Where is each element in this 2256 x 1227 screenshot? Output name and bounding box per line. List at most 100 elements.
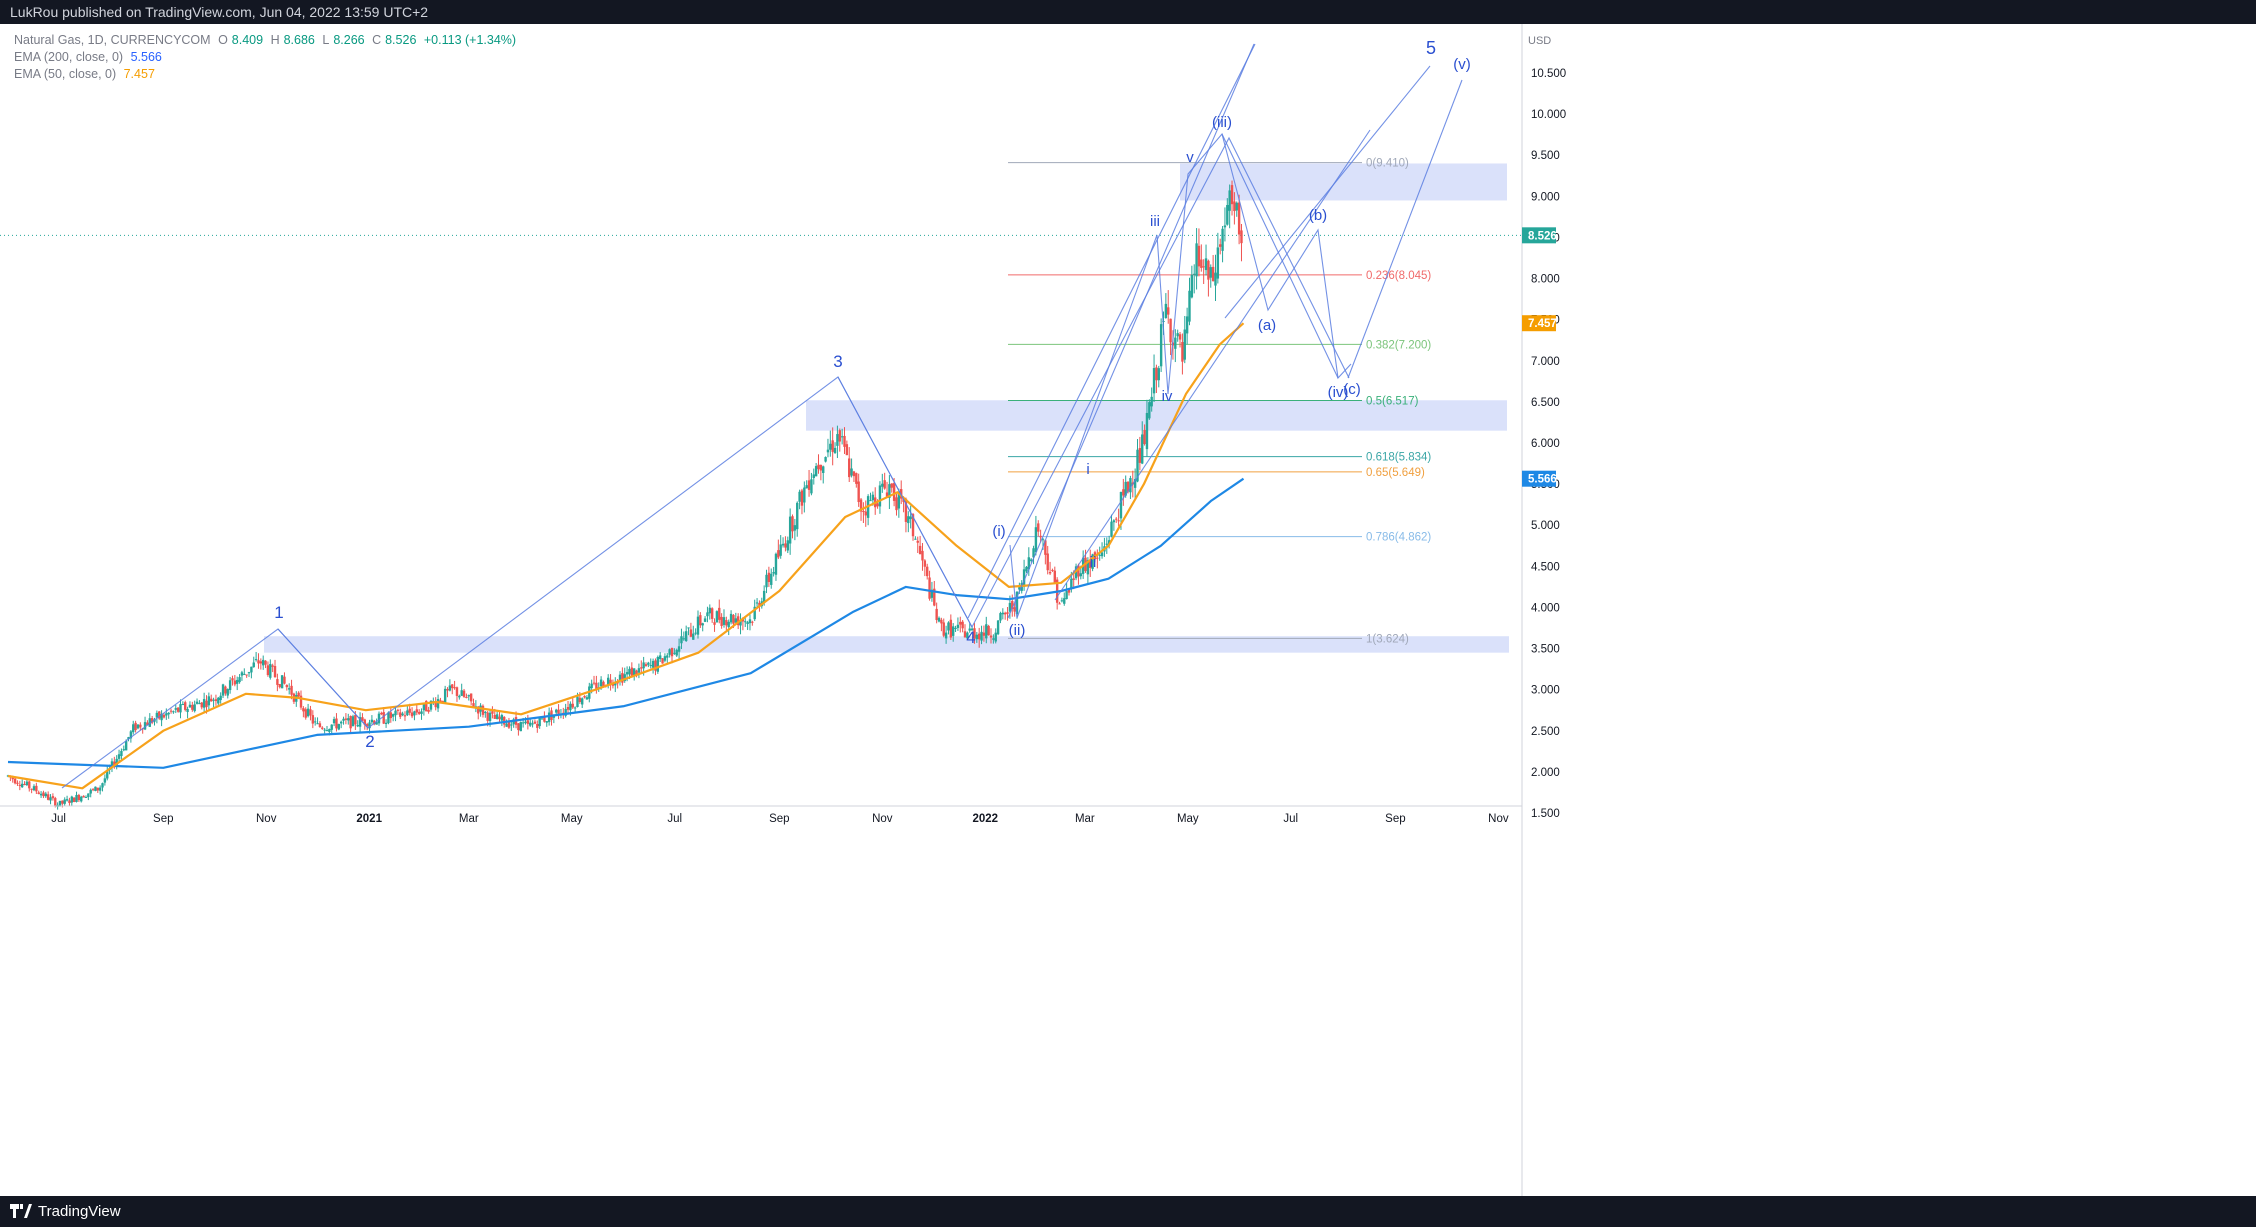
candle-body: [1157, 368, 1160, 381]
candle-body: [162, 714, 166, 718]
fib-label-4: 0.618(5.834): [1366, 452, 1431, 464]
candle-body: [897, 492, 901, 509]
candle-body: [174, 708, 177, 710]
candle-body: [694, 632, 697, 634]
candle-body: [1086, 560, 1090, 575]
candle-body: [505, 723, 508, 727]
candle-body: [427, 709, 430, 712]
candle-body: [68, 800, 71, 804]
candle-body: [614, 682, 617, 686]
candle-body: [753, 606, 756, 620]
candle-body: [850, 468, 853, 476]
candle-body: [864, 511, 867, 516]
candle-body: [727, 621, 730, 627]
candle-body: [944, 632, 948, 639]
candle-body: [191, 704, 194, 710]
candle-body: [351, 716, 355, 727]
candle-body: [956, 624, 960, 628]
price-chart[interactable]: 0(9.410) 0.236(8.045) 0.382(7.200) 0.5(6.51…: [0, 24, 2256, 1196]
candle-body: [895, 497, 898, 511]
candle-body: [212, 699, 215, 701]
candle-body: [20, 783, 24, 788]
candle-body: [330, 724, 333, 730]
legend-low-label: L: [322, 33, 330, 47]
candle-body: [602, 681, 605, 688]
candle-body: [557, 709, 560, 715]
ema50-tag: 7.457: [1528, 318, 1557, 330]
candle-body: [642, 662, 645, 669]
candle-body: [807, 480, 811, 490]
fib-label-1: 0.236(8.045): [1366, 270, 1431, 282]
time-tick-label: May: [561, 813, 583, 825]
legend-ema50-value: 7.457: [123, 67, 155, 81]
candle-body: [460, 690, 463, 696]
wave-line-9: [277, 628, 369, 729]
fibonacci-retracement: 0(9.410) 0.236(8.045) 0.382(7.200) 0.5(6.51…: [1008, 158, 1431, 645]
candle-body: [881, 483, 884, 487]
candle-body: [581, 698, 584, 705]
candle-body: [545, 721, 548, 723]
candle-body: [443, 688, 447, 703]
candle-body: [640, 667, 643, 669]
candle-body: [649, 665, 652, 667]
candle-body: [1058, 603, 1061, 605]
price-axis-currency: USD: [1528, 35, 1551, 47]
candle-body: [1204, 258, 1208, 271]
candle-body: [96, 787, 99, 791]
candle-body: [1141, 434, 1144, 464]
candle-body: [205, 700, 208, 708]
candle-body: [531, 723, 534, 725]
candle-body: [606, 677, 610, 685]
candle-body: [484, 711, 487, 714]
candle-body: [176, 707, 180, 712]
candle-body: [928, 577, 931, 599]
candle-body: [810, 479, 813, 494]
candle-body: [1136, 449, 1139, 482]
candle-body: [687, 627, 690, 629]
candle-body: [826, 449, 830, 453]
candle-body: [1190, 274, 1194, 298]
candle-body: [822, 466, 825, 474]
candle-body: [165, 713, 168, 716]
candle-body: [46, 794, 50, 800]
candle-body: [517, 723, 520, 731]
candle-body: [774, 553, 778, 575]
candle-body: [306, 708, 310, 717]
candle-body: [269, 664, 272, 678]
candle-body: [521, 722, 525, 724]
time-tick-label: Nov: [256, 813, 277, 825]
candle-body: [1169, 318, 1172, 343]
candle-body: [744, 621, 747, 623]
time-axis: Jul Sep Nov 2021 Mar May Jul Sep Nov 2022 Mar May Ju…: [0, 805, 1522, 825]
candle-body: [347, 718, 350, 721]
candle-body: [677, 646, 681, 652]
wave-label-11: ii: [1090, 554, 1097, 571]
candle-body: [304, 709, 307, 718]
candle-body: [32, 786, 36, 791]
candle-body: [1077, 565, 1080, 577]
candle-body: [342, 718, 345, 721]
candle-body: [1046, 553, 1049, 571]
wave-label-8: (iv): [1328, 384, 1349, 401]
candle-body: [399, 712, 402, 717]
candle-body: [63, 799, 66, 804]
candle-body: [947, 622, 950, 631]
candle-body: [1048, 572, 1052, 574]
candle-body: [838, 430, 841, 442]
candle-body: [1240, 230, 1243, 244]
candle-body: [682, 638, 686, 640]
candle-body: [250, 666, 253, 673]
price-tick-label: 2.500: [1531, 726, 1560, 738]
candle-body: [680, 636, 683, 644]
candle-body: [1034, 527, 1038, 553]
candle-body: [236, 679, 239, 684]
candle-body: [871, 494, 875, 501]
candle-body: [1126, 481, 1130, 492]
legend-symbol: Natural Gas, 1D, CURRENCYCOM: [14, 33, 211, 47]
candle-body: [921, 550, 924, 561]
candle-body: [779, 544, 782, 556]
candle-body: [1041, 539, 1045, 541]
candle-body: [540, 718, 544, 720]
candle-body: [1051, 569, 1054, 571]
candle-body: [370, 719, 374, 723]
